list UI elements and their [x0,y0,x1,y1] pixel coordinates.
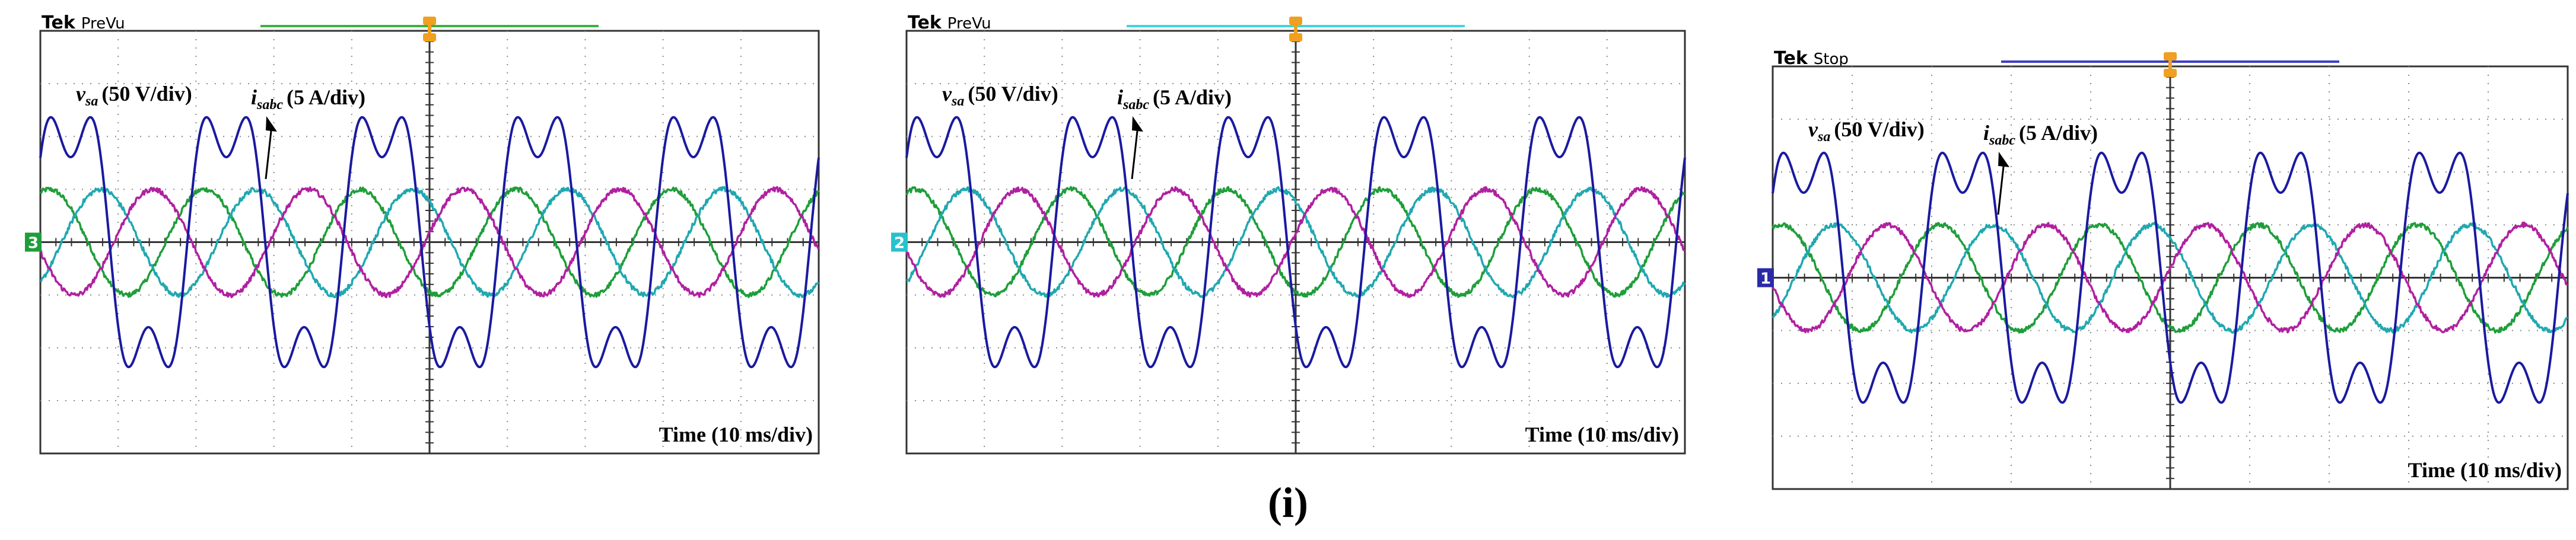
channel-marker: 2 [891,232,908,253]
time-scale-label: Time (10 ms/div) [2408,458,2562,482]
status-brand: Tek [908,12,942,33]
status-mode: Stop [1814,50,1849,68]
trace-series-1 [905,116,1686,369]
trace-series-1 [1772,151,2569,404]
status-brand: Tek [42,12,76,33]
scope-panel-2: Tek PreVu 2 vsa (50 V/div) isabc (5 A/div) Time… [891,12,1686,455]
trace-series-4 [39,186,820,299]
graticule-grid [40,31,819,453]
trace-series-3 [906,186,1686,299]
scope-panel-3: Tek Stop 1 vsa (50 V/div) isabc (5 A/div) Time … [1757,48,2569,490]
trace-series-2 [905,186,1685,298]
voltage-scale-label: vsa (50 V/div) [942,82,1058,109]
annotation-arrow [1131,125,1139,180]
channel-marker-label: 2 [894,235,905,253]
trace-series-3 [40,186,819,299]
trace-series-3 [1772,221,2568,334]
trace-series-1 [39,116,820,369]
channel-marker-label: 3 [28,235,39,253]
time-scale-label: Time (10 ms/div) [1525,423,1679,446]
channel-marker: 3 [25,232,42,253]
channel-marker-label: 1 [1760,270,1771,288]
current-scale-label: isabc (5 A/div) [1117,85,1232,113]
trace-series-2 [1772,222,2569,334]
trace-series-2 [39,186,820,298]
voltage-scale-label: vsa (50 V/div) [76,82,192,109]
trigger-marker [2164,52,2177,77]
arrow-head [1998,152,2009,167]
scope-panel-1: Tek PreVu 3 vsa (50 V/div) isabc (5 A/div) Time… [25,12,820,455]
graticule-grid [907,31,1685,453]
traces [1772,151,2569,404]
voltage-scale-label: vsa (50 V/div) [1808,117,1925,145]
trigger-marker [1289,17,1302,41]
status-mode: PreVu [81,15,125,33]
status-mode: PreVu [947,15,991,33]
annotation-arrow [1997,161,2005,215]
trace-series-4 [905,186,1685,298]
current-scale-label: isabc (5 A/div) [1983,121,2098,148]
current-scale-label: isabc (5 A/div) [251,85,365,113]
axis-ticks [906,30,1685,454]
axis-ticks [1772,66,2568,490]
figure-caption: (i) [1268,479,1308,526]
traces [905,116,1686,369]
channel-marker: 1 [1757,268,1774,288]
arrow-head [1132,116,1143,132]
time-scale-label: Time (10 ms/div) [659,423,813,446]
scope-status: Tek PreVu [908,12,991,33]
trigger-marker [423,17,436,41]
arrow-head [266,116,277,132]
trace-series-4 [1772,221,2568,334]
annotation-arrow [265,125,273,180]
scope-status: Tek Stop [1774,48,1849,69]
traces [39,116,820,369]
status-brand: Tek [1774,48,1808,69]
scope-status: Tek PreVu [42,12,125,33]
